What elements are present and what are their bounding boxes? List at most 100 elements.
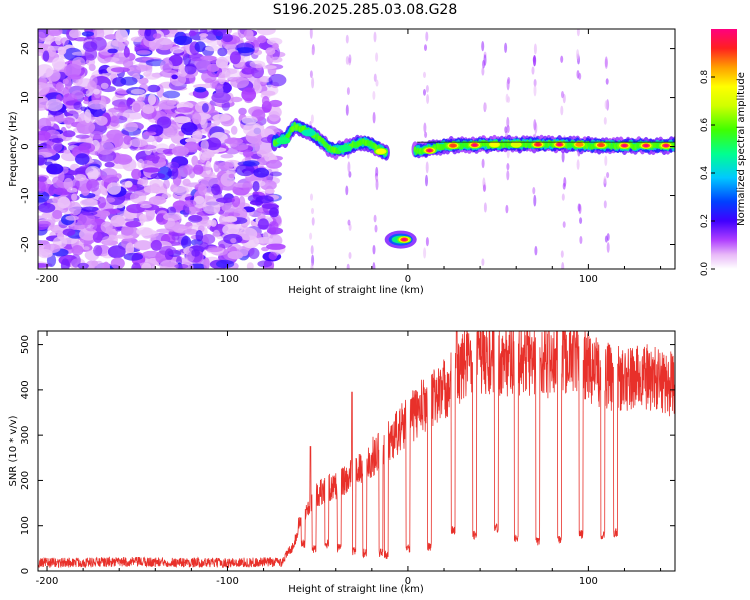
noise-blob (77, 262, 89, 269)
noise-blob (222, 33, 233, 43)
noise-blob (172, 186, 189, 196)
snr-y-tick-label: 300 (20, 426, 31, 445)
noise-blob (85, 165, 101, 178)
hot-spot (663, 144, 669, 148)
noise-blob (269, 56, 283, 63)
noise-blob (75, 134, 90, 139)
streak-blob (560, 105, 564, 116)
streak-blob (506, 116, 510, 128)
noise-blob (238, 227, 258, 241)
noise-blob (211, 92, 231, 104)
streak-blob (310, 263, 314, 269)
noise-blob (253, 79, 261, 91)
streak-blob (483, 202, 487, 213)
noise-blob (213, 160, 220, 173)
streak-blob (603, 116, 607, 125)
streak-blob (560, 55, 564, 63)
streak-blob (561, 151, 565, 163)
streak-blob (423, 122, 427, 134)
streak-blob (533, 194, 537, 207)
noise-blob (238, 107, 247, 116)
noise-blob (163, 179, 170, 190)
streak-blob (481, 258, 485, 266)
noise-blob (192, 164, 204, 175)
ridge-blob (287, 131, 291, 138)
noise-blob (230, 76, 250, 89)
noise-blob (237, 29, 247, 38)
hot-spot (472, 143, 478, 147)
noise-blob (155, 37, 173, 51)
noise-blob (191, 130, 203, 141)
streak-blob (309, 29, 313, 39)
noise-blob (52, 196, 59, 203)
noise-blob (131, 262, 142, 269)
noise-blob (162, 128, 178, 136)
streak-blob (372, 90, 376, 100)
spectrogram-x-label: Height of straight line (km) (288, 285, 424, 296)
noise-blob (55, 82, 64, 92)
streak-blob (507, 96, 511, 103)
noise-blob (222, 223, 240, 236)
noise-blob (231, 195, 241, 208)
streak-blob (425, 31, 429, 42)
streak-blob (532, 187, 536, 195)
noise-blob (120, 225, 134, 236)
noise-blob (203, 257, 210, 269)
noise-blob (242, 150, 254, 158)
snr-y-tick-label: 100 (20, 516, 31, 535)
colorbar-tick-label: 0.0 (700, 262, 710, 277)
spectrogram-y-tick-label: 10 (20, 91, 31, 104)
noise-blob (84, 109, 92, 124)
streak-blob (423, 247, 427, 259)
noise-blob (38, 202, 56, 213)
noise-blob (191, 249, 200, 257)
noise-blob (169, 46, 185, 54)
noise-blob (46, 117, 66, 122)
noise-blob (125, 242, 135, 256)
snr-x-ticks: -200 -100 0 100 (36, 331, 662, 587)
streak-blob (425, 236, 429, 247)
spectrogram-frame (37, 28, 676, 270)
streak-blob (309, 70, 313, 78)
noise-blob (100, 221, 113, 233)
noise-blob (46, 163, 64, 175)
noise-blob (269, 207, 279, 218)
noise-blob (123, 121, 138, 132)
colorbar-ticks: 0.0 0.2 0.4 0.6 0.8 (700, 70, 715, 277)
noise-blob (188, 215, 203, 223)
noise-blob (211, 183, 221, 196)
noise-blob (42, 50, 50, 62)
noise-blob (249, 60, 266, 69)
streak-blob (561, 262, 565, 269)
noise-blob (142, 104, 155, 115)
noise-blob (74, 174, 87, 182)
streak-blob (423, 89, 426, 96)
noise-blob (266, 37, 283, 46)
streak-blob (561, 90, 564, 99)
noise-blob (81, 31, 94, 37)
noise-blob (107, 48, 118, 54)
noise-blob (52, 209, 63, 220)
streak-blob (606, 242, 610, 253)
noise-blob (95, 115, 108, 126)
streak-blob (311, 217, 315, 226)
noise-blob (38, 263, 50, 268)
streak-blob (372, 262, 376, 269)
noise-blob (125, 221, 142, 228)
noise-blob (183, 228, 199, 235)
noise-blob (171, 74, 178, 80)
noise-blob (200, 55, 217, 61)
streak-blob (506, 170, 510, 181)
noise-blob (71, 245, 84, 256)
streak-blob (373, 73, 377, 82)
noise-blob (129, 138, 148, 148)
noise-blob (104, 197, 116, 203)
hot-spot (401, 238, 407, 242)
noise-blob (169, 29, 178, 35)
snr-panel: -200 -100 0 100 0 100 200 300 400 500 Height of … (8, 330, 676, 595)
noise-blob (62, 228, 76, 236)
streak-blob (576, 70, 580, 79)
streak-blob (504, 42, 508, 54)
noise-blob (256, 29, 276, 36)
